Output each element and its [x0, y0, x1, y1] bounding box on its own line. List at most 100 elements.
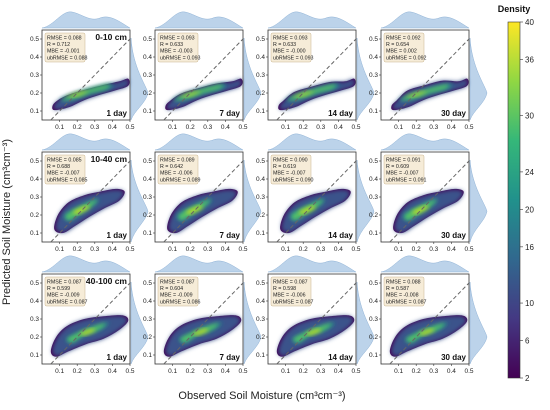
x-tick-label: 0.4	[108, 124, 117, 131]
y-tick-label: 0.2	[369, 334, 378, 341]
stat-mbe: MBE = 0.002	[386, 49, 417, 55]
y-tick-label: 0.4	[30, 298, 39, 305]
x-tick-label: 0.2	[186, 368, 195, 375]
stat-ubrmse: ubRMSE = 0.093	[273, 55, 314, 61]
y-tick-label: 0.4	[256, 176, 265, 183]
density-peak	[419, 328, 435, 336]
stat-mbe: MBE = -0.006	[273, 293, 306, 299]
density-peak	[299, 205, 316, 215]
stat-rmse: RMSE = 0.085	[47, 158, 82, 164]
one-to-one-line	[389, 160, 470, 243]
stat-rmse: RMSE = 0.087	[273, 280, 308, 286]
density-mid	[165, 315, 241, 357]
stat-ubrmse: ubRMSE = 0.091	[386, 177, 427, 183]
right-marginal-distribution	[243, 159, 262, 243]
x-tick-label: 0.1	[281, 368, 290, 375]
top-marginal-distribution	[380, 255, 470, 273]
x-tick-label: 0.5	[125, 246, 134, 253]
stat-ubrmse: ubRMSE = 0.087	[386, 299, 427, 305]
panel-1-3: 0.1 0.2 0.3 0.4 0.5 0.1 0.2 0.3 0.4 0.5 RMSE = 0.0…	[369, 133, 488, 253]
y-tick-label: 0.1	[143, 108, 152, 115]
period-label: 14 day	[328, 353, 353, 362]
y-tick-label: 0.1	[30, 230, 39, 237]
stat-r: R = 0.587	[386, 286, 409, 292]
y-tick-label: 0.1	[143, 230, 152, 237]
y-tick-label: 0.1	[256, 352, 265, 359]
y-tick-label: 0.1	[369, 352, 378, 359]
stat-mbe: MBE = -0.007	[47, 171, 80, 177]
x-tick-label: 0.1	[394, 368, 403, 375]
x-tick-label: 0.2	[186, 246, 195, 253]
stat-rmse: RMSE = 0.087	[47, 280, 82, 286]
x-tick-label: 0.4	[221, 368, 230, 375]
stat-r: R = 0.642	[160, 164, 183, 170]
stat-rmse: RMSE = 0.089	[160, 158, 195, 164]
period-label: 14 day	[328, 231, 353, 240]
density-peak	[73, 205, 90, 215]
y-tick-label: 0.3	[369, 72, 378, 79]
density-mid	[278, 315, 354, 357]
y-tick-label: 0.4	[143, 54, 152, 61]
stats-box	[383, 154, 425, 185]
one-to-one-line	[163, 38, 244, 121]
right-marginal-distribution	[469, 159, 488, 243]
period-label: 1 day	[107, 109, 128, 118]
right-marginal-distribution	[356, 281, 375, 365]
x-tick-label: 0.5	[464, 124, 473, 131]
right-marginal-distribution	[356, 159, 375, 243]
colorbar-title: Density	[498, 4, 531, 14]
density-peak	[193, 328, 209, 336]
colorbar-tick-label: 36	[525, 55, 534, 64]
one-to-one-line	[50, 282, 131, 365]
density-peak	[80, 328, 96, 336]
colorbar-tick-label: 20	[525, 205, 534, 214]
stats-box	[270, 276, 312, 307]
top-marginal-distribution	[380, 11, 470, 29]
stat-r: R = 0.599	[47, 286, 70, 292]
top-marginal-distribution	[41, 11, 131, 29]
right-marginal-distribution	[243, 281, 262, 365]
panel-2-3: 0.1 0.2 0.3 0.4 0.5 0.1 0.2 0.3 0.4 0.5 RMSE = 0.0…	[369, 255, 488, 375]
x-tick-label: 0.3	[203, 368, 212, 375]
y-tick-label: 0.4	[143, 176, 152, 183]
stat-r: R = 0.654	[386, 42, 409, 48]
y-tick-label: 0.3	[369, 194, 378, 201]
y-tick-label: 0.5	[143, 36, 152, 43]
stats-box	[44, 154, 86, 185]
depth-label: 40-100 cm	[86, 276, 128, 286]
stat-mbe: MBE = -0.009	[160, 293, 193, 299]
stat-rmse: RMSE = 0.092	[386, 36, 421, 42]
y-tick-label: 0.4	[256, 54, 265, 61]
period-label: 14 day	[328, 109, 353, 118]
stats-box	[157, 32, 199, 63]
panel-2-0: 0.1 0.2 0.3 0.4 0.5 0.1 0.2 0.3 0.4 0.5 RMSE = 0.0…	[30, 255, 149, 375]
stats-box	[157, 276, 199, 307]
stat-ubrmse: ubRMSE = 0.092	[386, 55, 427, 61]
stat-r: R = 0.712	[47, 42, 70, 48]
depth-label: 10-40 cm	[91, 154, 128, 164]
x-tick-label: 0.4	[334, 368, 343, 375]
x-tick-label: 0.2	[73, 368, 82, 375]
x-tick-label: 0.2	[412, 246, 421, 253]
panel-0-0: 0.1 0.2 0.3 0.4 0.5 0.1 0.2 0.3 0.4 0.5 RMSE = 0.0…	[30, 11, 149, 131]
top-marginal-distribution	[267, 255, 357, 273]
density-mid	[52, 315, 128, 357]
y-tick-label: 0.5	[256, 158, 265, 165]
y-tick-label: 0.3	[256, 194, 265, 201]
y-tick-label: 0.4	[369, 54, 378, 61]
y-tick-label: 0.5	[30, 36, 39, 43]
colorbar: Density 2 6 10 16 20 24 30 36 40	[498, 4, 535, 383]
x-tick-label: 0.3	[90, 246, 99, 253]
stat-ubrmse: ubRMSE = 0.085	[47, 177, 88, 183]
stats-box	[270, 32, 312, 63]
stat-ubrmse: ubRMSE = 0.089	[160, 177, 201, 183]
one-to-one-line	[50, 38, 131, 121]
y-tick-label: 0.4	[369, 298, 378, 305]
stat-ubrmse: ubRMSE = 0.090	[273, 177, 314, 183]
right-marginal-distribution	[469, 37, 488, 121]
x-tick-label: 0.4	[221, 246, 230, 253]
right-marginal-distribution	[130, 37, 149, 121]
density-peak	[412, 205, 429, 215]
stat-r: R = 0.633	[273, 42, 296, 48]
